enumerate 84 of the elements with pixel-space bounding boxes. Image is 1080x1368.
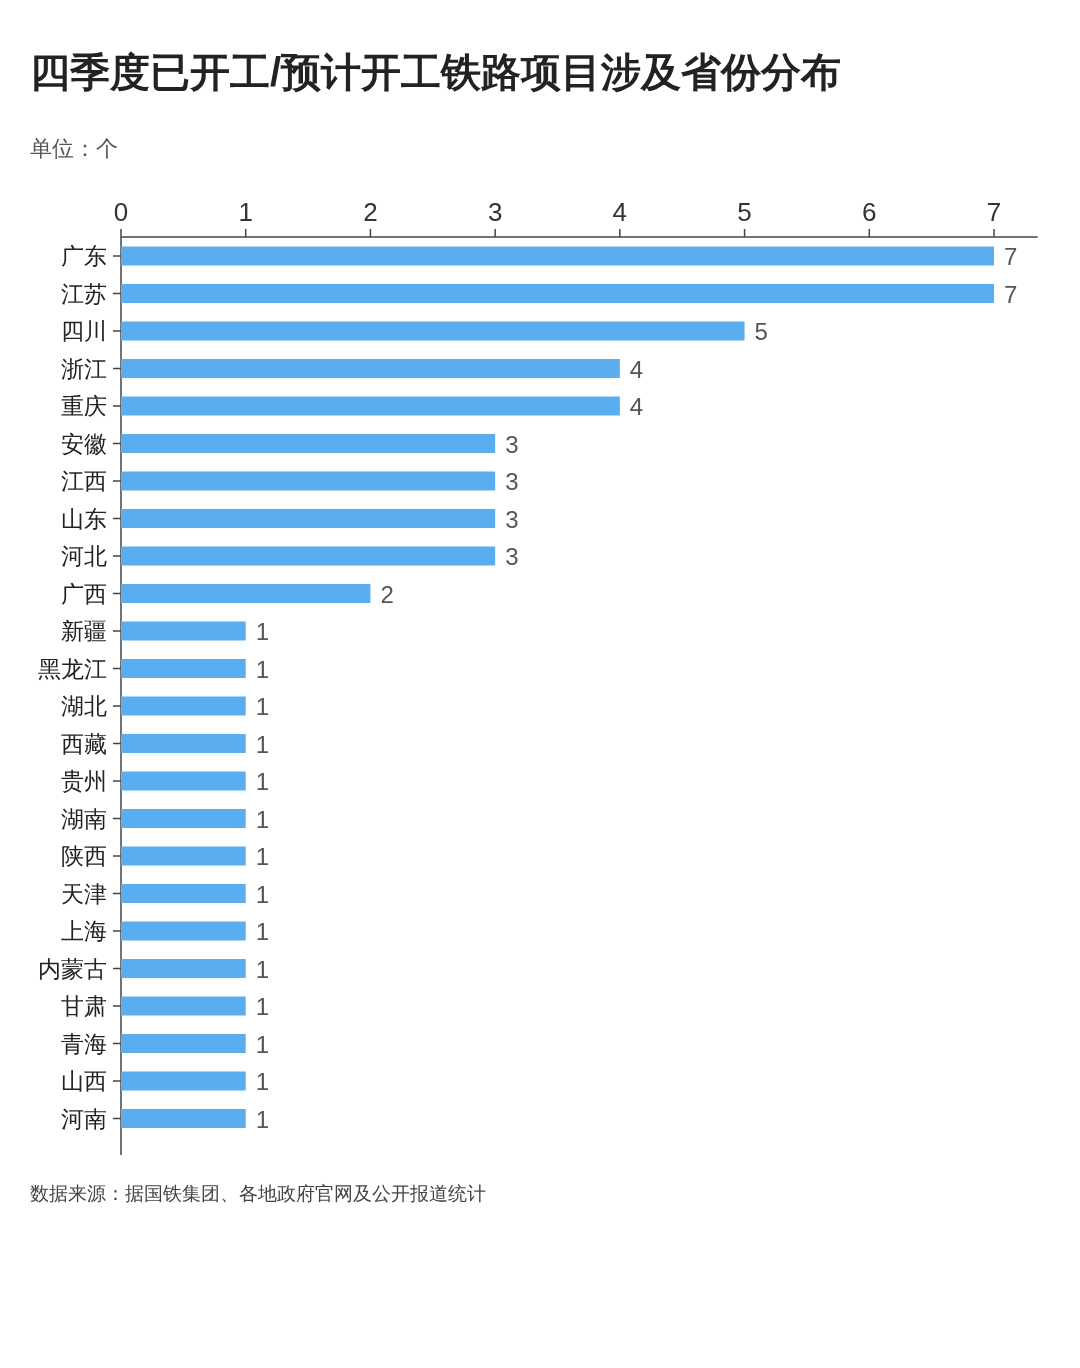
- bar: [121, 359, 620, 378]
- chart-subtitle: 单位：个: [30, 136, 118, 161]
- y-tick-label: 黑龙江: [38, 655, 107, 682]
- x-tick-label: 6: [862, 197, 877, 227]
- data-label: 1: [255, 880, 270, 908]
- data-label: 1: [255, 805, 270, 833]
- data-label: 3: [505, 468, 519, 495]
- bar: [121, 396, 620, 416]
- data-label: 1: [255, 618, 270, 645]
- bar: [121, 471, 496, 491]
- y-tick-label: 上海: [61, 918, 107, 944]
- bar: [121, 434, 496, 453]
- x-tick-label: 7: [986, 197, 1002, 227]
- data-label: 1: [255, 768, 270, 795]
- bar: [121, 696, 246, 716]
- x-tick-label: 0: [113, 197, 129, 227]
- bar: [121, 659, 246, 678]
- data-label: 4: [629, 355, 644, 383]
- bar: [121, 1109, 246, 1128]
- data-label: 2: [380, 580, 394, 608]
- data-label: 1: [255, 843, 270, 870]
- bar: [121, 809, 246, 828]
- data-label: 1: [255, 655, 270, 683]
- y-tick-label: 青海: [61, 1030, 107, 1057]
- bar: [121, 996, 246, 1016]
- y-tick-label: 江西: [61, 468, 107, 494]
- data-label: 3: [505, 543, 519, 570]
- data-label: 1: [255, 993, 270, 1020]
- y-tick-label: 河南: [61, 1105, 107, 1132]
- y-tick-label: 天津: [61, 880, 107, 907]
- y-tick-label: 甘肃: [61, 993, 107, 1019]
- data-label: 7: [1004, 280, 1018, 308]
- chart-title: 四季度已开工/预计开工铁路项目涉及省份分布: [30, 50, 842, 94]
- bar: [121, 1071, 246, 1091]
- y-tick-label: 山东: [61, 505, 107, 532]
- data-label: 1: [255, 1030, 270, 1058]
- data-label: 1: [255, 1068, 270, 1095]
- y-tick-label: 安徽: [61, 430, 107, 457]
- y-tick-label: 广东: [61, 243, 107, 269]
- x-tick-label: 1: [238, 197, 253, 227]
- bar: [121, 771, 246, 791]
- y-tick-label: 陕西: [61, 843, 107, 869]
- data-label: 1: [255, 1105, 270, 1133]
- data-label: 1: [255, 955, 270, 983]
- bar: [121, 734, 246, 753]
- y-tick-label: 新疆: [61, 618, 107, 644]
- y-tick-label: 贵州: [61, 768, 107, 794]
- data-label: 1: [255, 693, 270, 720]
- data-label: 4: [629, 393, 644, 420]
- y-tick-label: 山西: [61, 1068, 107, 1094]
- bar: [121, 884, 246, 903]
- y-tick-label: 四川: [61, 318, 107, 344]
- bar: [121, 509, 496, 528]
- data-label: 3: [505, 505, 519, 533]
- y-tick-label: 西藏: [61, 730, 107, 757]
- y-tick-label: 重庆: [61, 393, 107, 419]
- bar: [121, 1034, 246, 1053]
- bar: [121, 959, 246, 978]
- bar: [121, 546, 496, 566]
- y-tick-label: 内蒙古: [38, 955, 107, 982]
- x-tick-label: 4: [612, 197, 628, 227]
- bar: [121, 284, 994, 303]
- data-label: 5: [754, 318, 768, 345]
- source-note: 数据来源：据国铁集团、各地政府官网及公开报道统计: [30, 1183, 486, 1204]
- data-label: 7: [1004, 243, 1018, 270]
- bar: [121, 246, 994, 266]
- x-tick-label: 3: [487, 197, 503, 227]
- bar: [121, 846, 246, 866]
- data-label: 1: [255, 730, 270, 758]
- bar: [121, 921, 246, 941]
- y-tick-label: 江苏: [61, 280, 107, 307]
- bar: [121, 621, 246, 641]
- y-tick-label: 河北: [61, 543, 107, 569]
- bar: [121, 321, 745, 341]
- x-tick-label: 5: [737, 197, 752, 227]
- x-tick-label: 2: [363, 197, 378, 227]
- y-tick-label: 湖南: [61, 805, 107, 832]
- data-label: 3: [505, 430, 519, 458]
- data-label: 1: [255, 918, 270, 945]
- y-tick-label: 浙江: [61, 355, 107, 382]
- plot: 0 1 2 3 4 5 6 7 广东 7 江苏 7 四川 5 浙江 4 重庆 4 安徽 3 江西 3 山东 3 河北 3 广西 2 新疆 1 黑龙江 1 湖北 1 西藏 1 贵州 1 湖南 1 陕西 1 天津 1 上海 1 内蒙古 1 甘肃 1 青海 1 山西 1 河南 1: [38, 197, 1039, 1156]
- y-tick-label: 湖北: [61, 693, 107, 719]
- bar: [121, 584, 371, 603]
- y-tick-label: 广西: [61, 580, 107, 607]
